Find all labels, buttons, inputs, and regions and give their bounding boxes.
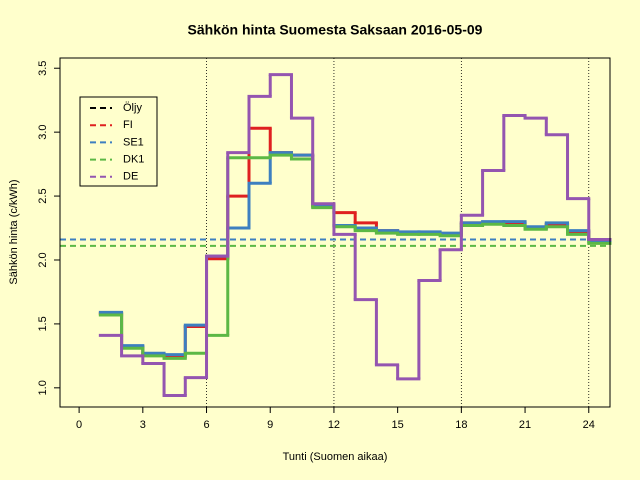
plot-frame [59,57,611,408]
y-tick-label: 1.0 [37,380,49,395]
y-tick-label: 3.0 [37,124,49,139]
x-tick-label: 18 [455,419,467,431]
series [98,73,612,397]
legend-label: FI [123,119,133,131]
x-tick-label: 9 [267,419,273,431]
legend-label: DE [123,171,138,183]
y-axis-label: Sähkön hinta (c/kWh) [8,179,20,284]
x-tick-label: 3 [140,419,146,431]
x-tick-label: 0 [76,419,82,431]
x-tick-label: 6 [203,419,209,431]
x-tick-label: 24 [583,419,595,431]
y-tick-label: 3.5 [37,61,49,76]
y-tick-label: 1.5 [37,316,49,331]
x-tick-label: 15 [392,419,404,431]
x-tick-label: 21 [519,419,531,431]
x-tick-label: 12 [328,419,340,431]
y-tick-label: 2.0 [37,252,49,267]
chart-title: Sähkön hinta Suomesta Saksaan 2016-05-09 [188,22,483,38]
x-axis-label: Tunti (Suomen aikaa) [283,451,388,463]
legend-box [79,96,158,187]
legend-label: Öljy [123,102,142,114]
legend-label: DK1 [123,154,144,166]
legend-label: SE1 [123,136,144,148]
y-tick-label: 2.5 [37,188,49,203]
